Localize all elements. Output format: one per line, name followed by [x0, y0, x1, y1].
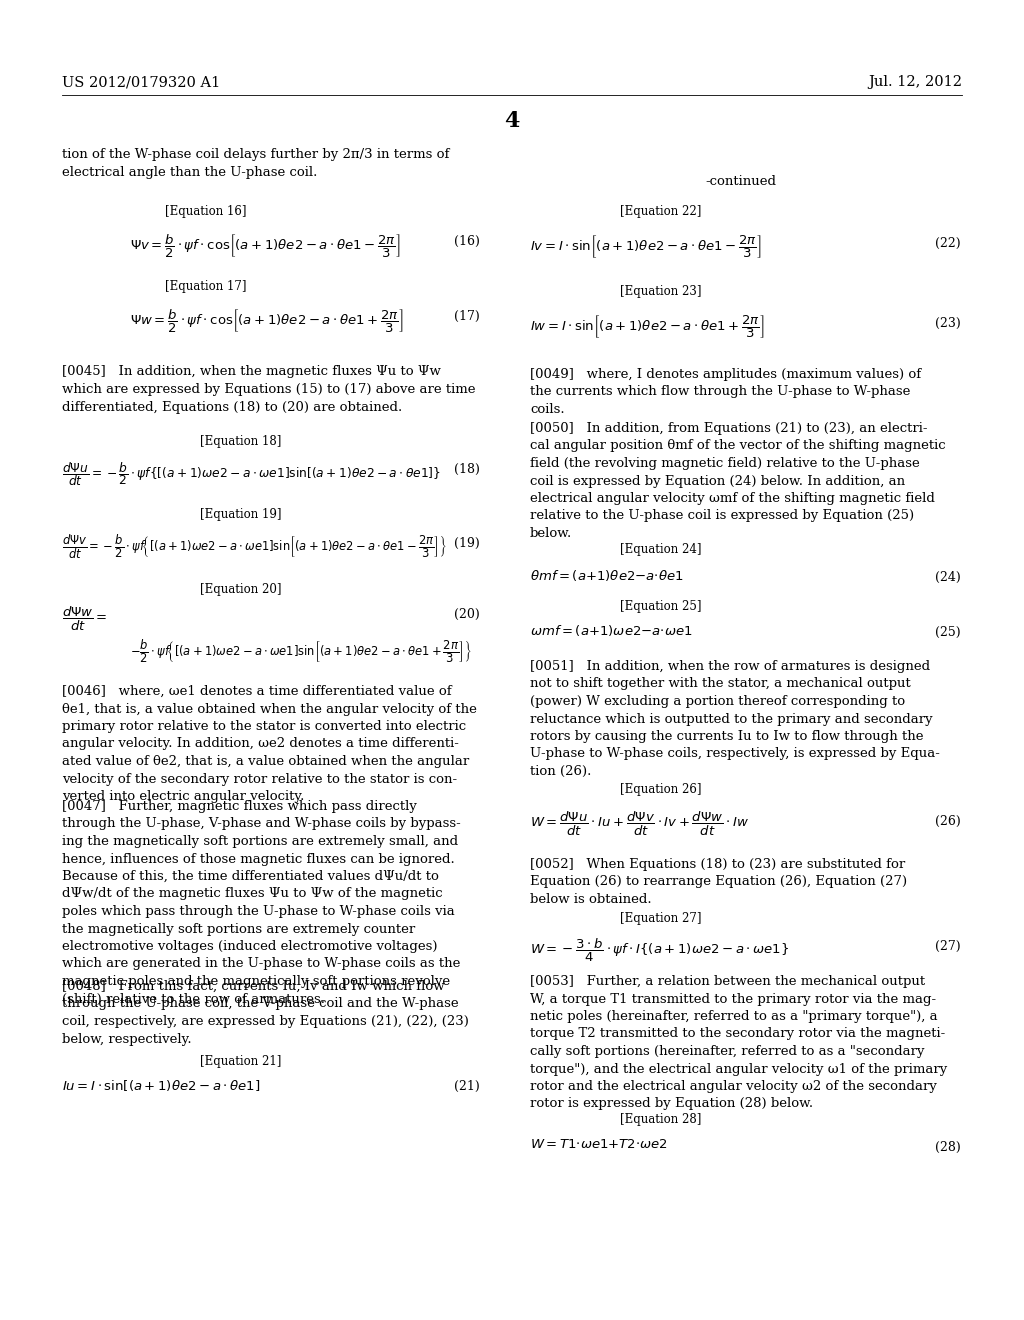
Text: [0053]   Further, a relation between the mechanical output
W, a torque T1 transm: [0053] Further, a relation between the m…	[530, 975, 947, 1110]
Text: $\theta mf{=}(a{+}1)\theta e2{-}a{\cdot}\theta e1$: $\theta mf{=}(a{+}1)\theta e2{-}a{\cdot}…	[530, 568, 684, 583]
Text: [Equation 27]: [Equation 27]	[620, 912, 701, 925]
Text: [Equation 26]: [Equation 26]	[620, 783, 701, 796]
Text: [Equation 18]: [Equation 18]	[200, 436, 282, 447]
Text: [Equation 21]: [Equation 21]	[200, 1055, 282, 1068]
Text: [Equation 16]: [Equation 16]	[165, 205, 247, 218]
Text: $-\dfrac{b}{2} \cdot \psi f\!\left\{[(a+1)\omega e2 - a \cdot \omega e1]\sin\!\l: $-\dfrac{b}{2} \cdot \psi f\!\left\{[(a+…	[130, 638, 472, 664]
Text: electrical angle than the U-phase coil.: electrical angle than the U-phase coil.	[62, 166, 317, 180]
Text: (20): (20)	[454, 609, 480, 620]
Text: $Iv = I \cdot \sin\!\left[(a+1)\theta e2 - a \cdot \theta e1 - \dfrac{2\pi}{3}\r: $Iv = I \cdot \sin\!\left[(a+1)\theta e2…	[530, 234, 762, 260]
Text: $Iw = I \cdot \sin\!\left[(a+1)\theta e2 - a \cdot \theta e1 + \dfrac{2\pi}{3}\r: $Iw = I \cdot \sin\!\left[(a+1)\theta e2…	[530, 313, 765, 341]
Text: (25): (25)	[935, 626, 961, 639]
Text: [0050]   In addition, from Equations (21) to (23), an electri-
cal angular posit: [0050] In addition, from Equations (21) …	[530, 422, 945, 540]
Text: [Equation 19]: [Equation 19]	[200, 508, 282, 521]
Text: (26): (26)	[935, 814, 961, 828]
Text: [Equation 28]: [Equation 28]	[620, 1113, 701, 1126]
Text: [0052]   When Equations (18) to (23) are substituted for
Equation (26) to rearra: [0052] When Equations (18) to (23) are s…	[530, 858, 907, 906]
Text: $W = -\dfrac{3 \cdot b}{4} \cdot \psi f \cdot I\{(a+1)\omega e2 - a \cdot \omega: $W = -\dfrac{3 \cdot b}{4} \cdot \psi f …	[530, 937, 790, 964]
Text: $\dfrac{d\Psi w}{dt} =$: $\dfrac{d\Psi w}{dt} =$	[62, 605, 108, 634]
Text: [0047]   Further, magnetic fluxes which pass directly
through the U-phase, V-pha: [0047] Further, magnetic fluxes which pa…	[62, 800, 461, 1006]
Text: $\dfrac{d\Psi u}{dt} = -\dfrac{b}{2} \cdot \psi f\{[(a+1)\omega e2 - a \cdot \om: $\dfrac{d\Psi u}{dt} = -\dfrac{b}{2} \cd…	[62, 459, 441, 488]
Text: [0049]   where, I denotes amplitudes (maximum values) of
the currents which flow: [0049] where, I denotes amplitudes (maxi…	[530, 368, 922, 416]
Text: $W{=}T1{\cdot}\omega e1{+}T2{\cdot}\omega e2$: $W{=}T1{\cdot}\omega e1{+}T2{\cdot}\omeg…	[530, 1138, 668, 1151]
Text: (27): (27)	[935, 940, 961, 953]
Text: 4: 4	[504, 110, 520, 132]
Text: $\Psi v = \dfrac{b}{2} \cdot \psi f \cdot \cos\!\left[(a+1)\theta e2 - a \cdot \: $\Psi v = \dfrac{b}{2} \cdot \psi f \cdo…	[130, 234, 400, 260]
Text: (19): (19)	[454, 537, 480, 550]
Text: $Iu = I \cdot \sin[(a+1)\theta e2 - a \cdot \theta e1]$: $Iu = I \cdot \sin[(a+1)\theta e2 - a \c…	[62, 1078, 260, 1093]
Text: [Equation 17]: [Equation 17]	[165, 280, 247, 293]
Text: Jul. 12, 2012: Jul. 12, 2012	[868, 75, 962, 88]
Text: $\omega mf{=}(a{+}1)\omega e2{-}a{\cdot}\omega e1$: $\omega mf{=}(a{+}1)\omega e2{-}a{\cdot}…	[530, 623, 692, 638]
Text: tion of the W-phase coil delays further by 2π/3 in terms of: tion of the W-phase coil delays further …	[62, 148, 450, 161]
Text: $W = \dfrac{d\Psi u}{dt} \cdot Iu + \dfrac{d\Psi v}{dt} \cdot Iv + \dfrac{d\Psi : $W = \dfrac{d\Psi u}{dt} \cdot Iu + \dfr…	[530, 810, 750, 838]
Text: [Equation 25]: [Equation 25]	[620, 601, 701, 612]
Text: (16): (16)	[454, 235, 480, 248]
Text: (28): (28)	[935, 1140, 961, 1154]
Text: [0045]   In addition, when the magnetic fluxes Ψu to Ψw
which are expressed by E: [0045] In addition, when the magnetic fl…	[62, 366, 475, 414]
Text: (21): (21)	[454, 1080, 480, 1093]
Text: [Equation 22]: [Equation 22]	[620, 205, 701, 218]
Text: [Equation 20]: [Equation 20]	[200, 583, 282, 597]
Text: $\dfrac{d\Psi v}{dt} = -\dfrac{b}{2} \cdot \psi f\!\left\{[(a+1)\omega e2 - a \c: $\dfrac{d\Psi v}{dt} = -\dfrac{b}{2} \cd…	[62, 533, 447, 561]
Text: [Equation 23]: [Equation 23]	[620, 285, 701, 298]
Text: [0051]   In addition, when the row of armatures is designed
not to shift togethe: [0051] In addition, when the row of arma…	[530, 660, 940, 777]
Text: [0046]   where, ωe1 denotes a time differentiated value of
θe1, that is, a value: [0046] where, ωe1 denotes a time differe…	[62, 685, 477, 803]
Text: (17): (17)	[454, 310, 480, 323]
Text: [0048]   From this fact, currents Iu, Iv and Iw which flow
through the U-phase c: [0048] From this fact, currents Iu, Iv a…	[62, 979, 469, 1045]
Text: US 2012/0179320 A1: US 2012/0179320 A1	[62, 75, 220, 88]
Text: -continued: -continued	[706, 176, 776, 187]
Text: $\Psi w = \dfrac{b}{2} \cdot \psi f \cdot \cos\!\left[(a+1)\theta e2 - a \cdot \: $\Psi w = \dfrac{b}{2} \cdot \psi f \cdo…	[130, 308, 403, 335]
Text: (18): (18)	[454, 463, 480, 477]
Text: (22): (22)	[935, 238, 961, 249]
Text: [Equation 24]: [Equation 24]	[620, 543, 701, 556]
Text: (23): (23)	[935, 317, 961, 330]
Text: (24): (24)	[935, 572, 961, 583]
